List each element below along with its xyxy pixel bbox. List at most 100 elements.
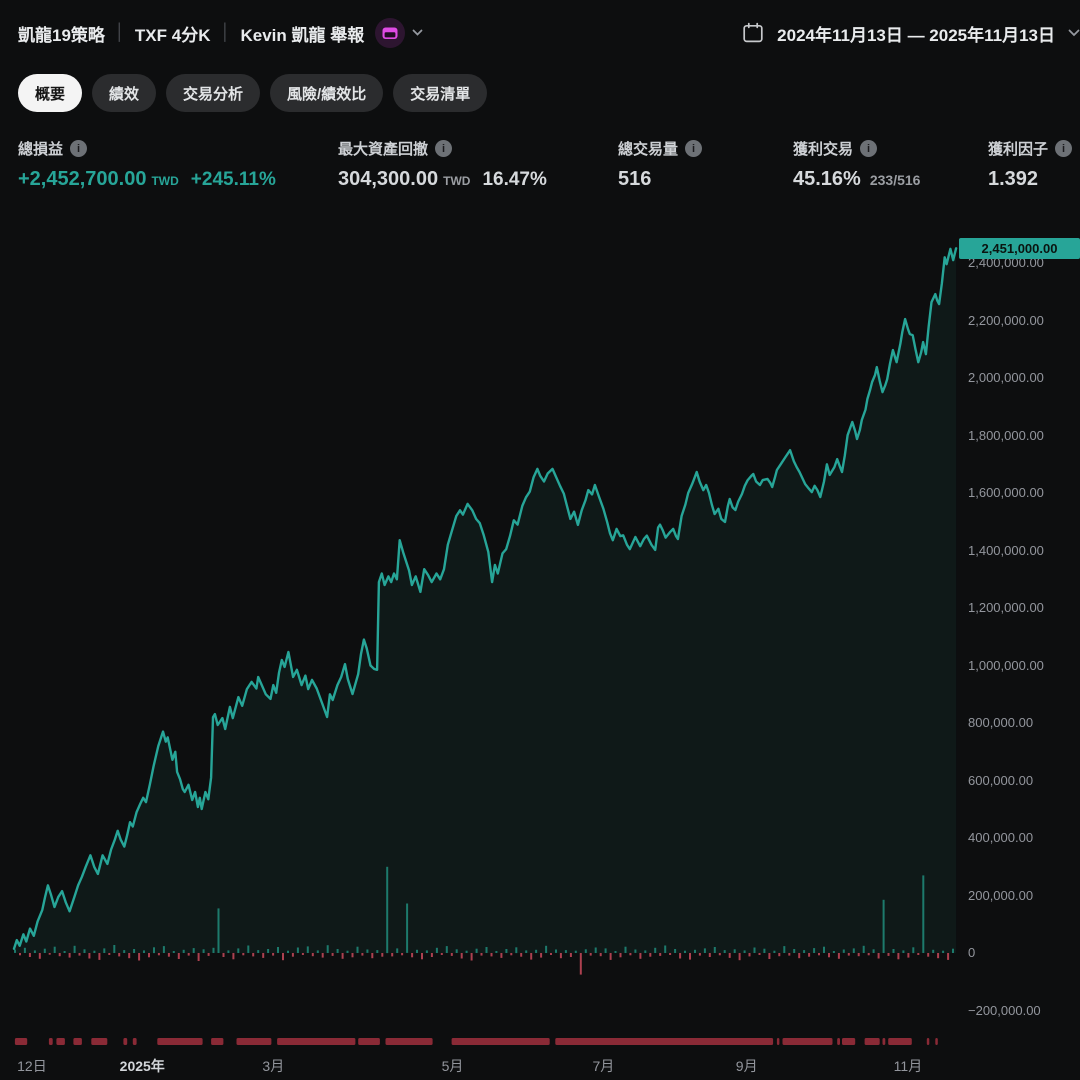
trade-pnl-bar bbox=[33, 950, 36, 953]
tab-trade-list[interactable]: 交易清單 bbox=[393, 74, 488, 112]
stat-label: 獲利因子 bbox=[988, 141, 1049, 158]
trade-pnl-bar bbox=[654, 947, 657, 953]
tab-trade-analysis[interactable]: 交易分析 bbox=[166, 74, 261, 112]
trade-pnl-bar bbox=[882, 899, 885, 953]
trade-pnl-bar bbox=[83, 949, 86, 953]
trade-pnl-bar bbox=[157, 953, 160, 956]
trade-pnl-bar bbox=[143, 950, 145, 953]
trade-pnl-bar bbox=[763, 948, 766, 953]
trade-pnl-bar bbox=[624, 946, 627, 953]
trade-pnl-bar bbox=[465, 950, 468, 953]
trade-pnl-bar bbox=[505, 949, 508, 953]
trade-pnl-bar bbox=[58, 953, 61, 957]
info-icon[interactable]: i bbox=[70, 140, 88, 157]
trade-pnl-bar bbox=[619, 953, 622, 958]
trade-pnl-bar bbox=[43, 948, 46, 953]
activity-marker bbox=[888, 1038, 912, 1045]
trade-pnl-bar bbox=[351, 953, 354, 958]
tab-overview[interactable]: 概要 bbox=[18, 74, 83, 112]
trade-pnl-bar bbox=[818, 953, 820, 956]
trade-pnl-bar bbox=[867, 953, 870, 956]
info-icon[interactable]: i bbox=[1055, 140, 1073, 157]
trade-pnl-bar bbox=[485, 947, 488, 953]
y-axis-label: 800,000.00 bbox=[968, 715, 1034, 730]
trade-pnl-bar bbox=[644, 950, 647, 953]
trade-pnl-bar bbox=[574, 950, 577, 953]
trade-pnl-bar bbox=[892, 949, 895, 953]
trade-pnl-bar bbox=[282, 953, 284, 961]
trade-pnl-bar bbox=[773, 950, 776, 953]
y-axis-label: 1,400,000.00 bbox=[968, 542, 1044, 558]
stat-unit: TWD bbox=[151, 174, 179, 188]
trade-pnl-bar bbox=[391, 953, 394, 957]
tab-performance[interactable]: 績效 bbox=[92, 74, 157, 112]
trade-pnl-bar bbox=[803, 950, 806, 953]
trade-pnl-bar bbox=[197, 953, 200, 961]
y-axis-label: 1,000,000.00 bbox=[968, 657, 1044, 673]
trade-pnl-bar bbox=[28, 953, 31, 957]
x-axis-label[interactable]: 5月 bbox=[441, 1058, 464, 1074]
trade-pnl-bar bbox=[922, 875, 925, 953]
title-separator: │ bbox=[220, 24, 231, 41]
activity-marker bbox=[451, 1038, 550, 1045]
trade-pnl-bar bbox=[857, 953, 860, 957]
trade-pnl-bar bbox=[222, 953, 225, 957]
trade-pnl-bar bbox=[262, 953, 265, 958]
trade-pnl-bar bbox=[808, 953, 811, 957]
y-axis-label: 600,000.00 bbox=[968, 772, 1034, 788]
date-range-picker[interactable]: 2024年11月13日 — 2025年11月13日 bbox=[742, 21, 1080, 46]
stat-label: 最大資產回撤 bbox=[338, 141, 429, 158]
live-stream-icon[interactable] bbox=[375, 18, 406, 48]
tab-risk-performance-ratios[interactable]: 風險/績效比 bbox=[270, 74, 384, 112]
trade-pnl-bar bbox=[440, 953, 443, 955]
x-axis-label[interactable]: 9月 bbox=[735, 1058, 758, 1074]
y-axis-label: 1,800,000.00 bbox=[968, 427, 1044, 443]
trade-pnl-bar bbox=[530, 953, 533, 960]
trade-pnl-bar bbox=[187, 953, 190, 956]
trade-pnl-bar bbox=[629, 953, 632, 956]
trade-pnl-bar bbox=[23, 947, 26, 953]
stat-extra: 233/516 bbox=[869, 172, 921, 188]
info-icon[interactable]: i bbox=[435, 140, 453, 157]
y-axis-label: −200,000.00 bbox=[968, 1002, 1041, 1018]
chart-plot[interactable] bbox=[0, 210, 1080, 1080]
trade-pnl-bar bbox=[564, 950, 567, 953]
activity-marker bbox=[48, 1038, 53, 1045]
x-axis-label[interactable]: 11月 bbox=[893, 1058, 923, 1074]
trade-pnl-bar bbox=[947, 953, 950, 960]
trade-pnl-bar bbox=[515, 947, 518, 954]
trade-pnl-bar bbox=[689, 953, 691, 960]
trade-pnl-bar bbox=[207, 953, 210, 956]
trade-pnl-bar bbox=[73, 945, 76, 953]
trade-pnl-bar bbox=[669, 953, 672, 955]
info-icon[interactable]: i bbox=[860, 140, 878, 157]
trade-pnl-bar bbox=[321, 953, 324, 958]
trade-pnl-bar bbox=[559, 953, 562, 959]
x-axis-label[interactable]: 3月 bbox=[262, 1058, 285, 1074]
trade-pnl-bar bbox=[500, 953, 503, 958]
chevron-down-icon[interactable] bbox=[412, 24, 423, 42]
trade-pnl-bar bbox=[435, 947, 438, 953]
y-axis-label: 0 bbox=[968, 945, 976, 960]
trade-pnl-bar bbox=[118, 953, 121, 957]
trade-pnl-bar bbox=[138, 953, 141, 961]
equity-curve bbox=[12, 247, 958, 950]
activity-marker bbox=[926, 1038, 930, 1045]
activity-marker bbox=[91, 1038, 108, 1045]
trade-pnl-bar bbox=[723, 950, 726, 953]
stats-row: 總損益 i +2,452,700.00 TWD +245.11% 最大資產回撤 i 304,3… bbox=[0, 138, 1080, 202]
trade-pnl-bar bbox=[172, 951, 175, 953]
y-axis-label: 400,000.00 bbox=[968, 830, 1034, 845]
activity-marker bbox=[864, 1038, 880, 1045]
trade-pnl-bar bbox=[847, 953, 850, 956]
x-axis-label[interactable]: 12日 bbox=[17, 1058, 47, 1074]
trade-pnl-bar bbox=[242, 953, 245, 956]
strategy-title: 凱龍19策略 bbox=[18, 25, 105, 45]
title-separator: │ bbox=[114, 24, 125, 41]
x-axis-label[interactable]: 7月 bbox=[592, 1058, 615, 1074]
info-icon[interactable]: i bbox=[685, 140, 703, 157]
activity-marker bbox=[157, 1038, 203, 1045]
activity-marker bbox=[935, 1038, 938, 1045]
trade-pnl-bar bbox=[257, 950, 260, 953]
x-axis-label[interactable]: 2025年 bbox=[119, 1058, 165, 1074]
